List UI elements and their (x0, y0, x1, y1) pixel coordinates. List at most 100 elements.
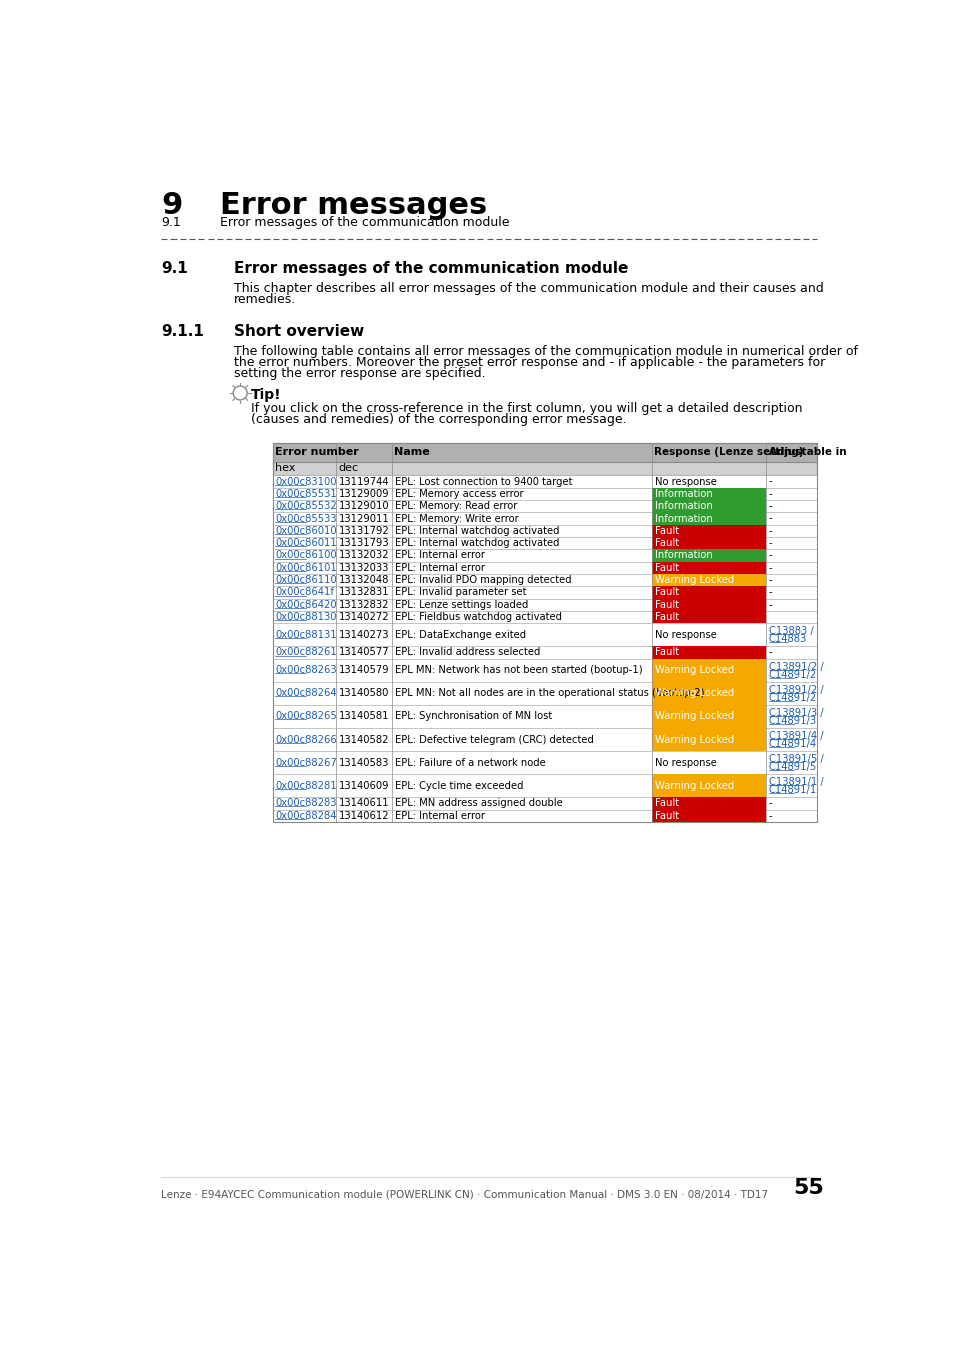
Text: C14891/2: C14891/2 (768, 670, 816, 680)
Text: (causes and remedies) of the corresponding error message.: (causes and remedies) of the correspondi… (251, 413, 626, 427)
Bar (651, 537, 765, 549)
Text: EPL: Lenze settings loaded: EPL: Lenze settings loaded (395, 599, 528, 610)
Text: No response: No response (654, 757, 716, 768)
Text: 13140582: 13140582 (338, 734, 389, 744)
Text: EPL: Failure of a network node: EPL: Failure of a network node (395, 757, 545, 768)
Text: 13132033: 13132033 (338, 563, 389, 572)
Text: 13140581: 13140581 (338, 711, 389, 721)
Bar (273, 462, 816, 475)
Bar (651, 810, 765, 822)
Text: Fault: Fault (654, 811, 679, 821)
Bar (651, 598, 765, 612)
Bar (651, 728, 765, 751)
Text: EPL: Memory: Read error: EPL: Memory: Read error (395, 501, 517, 512)
Text: -: - (768, 811, 772, 821)
Bar (651, 586, 765, 598)
Text: 0x00c8641f: 0x00c8641f (274, 587, 334, 598)
Bar (273, 624, 816, 647)
Bar (273, 525, 816, 537)
Text: -: - (768, 648, 772, 657)
Text: 55: 55 (793, 1179, 823, 1199)
Text: 13129009: 13129009 (338, 489, 389, 500)
Bar (651, 659, 765, 682)
Text: 13129010: 13129010 (338, 501, 389, 512)
Text: Warning Locked: Warning Locked (654, 711, 733, 721)
Text: If you click on the cross-reference in the first column, you will get a detailed: If you click on the cross-reference in t… (251, 402, 801, 416)
Text: 0x00c85532: 0x00c85532 (274, 501, 336, 512)
Text: Fault: Fault (654, 539, 679, 548)
Text: Error messages of the communication module: Error messages of the communication modu… (233, 261, 628, 275)
Bar (651, 487, 765, 500)
Text: EPL: Internal watchdog activated: EPL: Internal watchdog activated (395, 526, 559, 536)
Bar (273, 682, 816, 705)
Text: Name: Name (394, 447, 430, 458)
Text: EPL: Internal error: EPL: Internal error (395, 563, 485, 572)
Text: Error messages: Error messages (220, 192, 487, 220)
Text: C13883 /: C13883 / (768, 626, 813, 636)
Text: 0x00c86011: 0x00c86011 (274, 539, 336, 548)
Text: Warning Locked: Warning Locked (654, 575, 733, 585)
Text: Warning Locked: Warning Locked (654, 734, 733, 744)
Bar (273, 612, 816, 624)
Text: Fault: Fault (654, 563, 679, 572)
Text: Information: Information (654, 551, 712, 560)
Text: EPL: Lost connection to 9400 target: EPL: Lost connection to 9400 target (395, 477, 572, 486)
Bar (651, 612, 765, 624)
Text: EPL: Invalid PDO mapping detected: EPL: Invalid PDO mapping detected (395, 575, 571, 585)
Text: 0x00c88264: 0x00c88264 (274, 688, 336, 698)
Text: -: - (768, 501, 772, 512)
Text: 13140612: 13140612 (338, 811, 389, 821)
Text: 0x00c88281: 0x00c88281 (274, 780, 336, 791)
Text: 0x00c85531: 0x00c85531 (274, 489, 336, 500)
Text: 13140609: 13140609 (338, 780, 389, 791)
Text: EPL: Cycle time exceeded: EPL: Cycle time exceeded (395, 780, 523, 791)
Text: 13140611: 13140611 (338, 798, 389, 809)
Bar (273, 810, 816, 822)
Text: 0x00c88265: 0x00c88265 (274, 711, 336, 721)
Text: setting the error response are specified.: setting the error response are specified… (233, 367, 485, 379)
Bar (273, 562, 816, 574)
Text: -: - (768, 599, 772, 610)
Text: 9: 9 (161, 192, 182, 220)
Text: Fault: Fault (654, 612, 679, 622)
Text: Information: Information (654, 513, 712, 524)
Text: 13132032: 13132032 (338, 551, 389, 560)
Text: 9.1: 9.1 (161, 261, 188, 275)
Text: Information: Information (654, 489, 712, 500)
Text: 0x00c88266: 0x00c88266 (274, 734, 336, 744)
Text: 0x00c88131: 0x00c88131 (274, 630, 336, 640)
Text: EPL: Memory: Write error: EPL: Memory: Write error (395, 513, 518, 524)
Text: 13131793: 13131793 (338, 539, 389, 548)
Text: C14891/3: C14891/3 (768, 716, 816, 726)
Bar (651, 647, 765, 659)
Text: Error number: Error number (274, 447, 358, 458)
Text: 13140580: 13140580 (338, 688, 389, 698)
Text: C14883: C14883 (768, 634, 806, 644)
Bar (273, 728, 816, 751)
Text: remedies.: remedies. (233, 293, 295, 306)
Text: -: - (768, 575, 772, 585)
Text: C13891/2 /: C13891/2 / (768, 684, 822, 695)
Text: -: - (768, 489, 772, 500)
Text: 0x00c88283: 0x00c88283 (274, 798, 336, 809)
Text: EPL: MN address assigned double: EPL: MN address assigned double (395, 798, 562, 809)
Text: Warning Locked: Warning Locked (654, 780, 733, 791)
Text: 13140583: 13140583 (338, 757, 389, 768)
Text: -: - (768, 798, 772, 809)
Text: EPL: DataExchange exited: EPL: DataExchange exited (395, 630, 526, 640)
Text: 0x00c86420: 0x00c86420 (274, 599, 336, 610)
Text: EPL: Invalid address selected: EPL: Invalid address selected (395, 648, 540, 657)
Text: dec: dec (338, 463, 358, 474)
Text: C13891/5 /: C13891/5 / (768, 755, 822, 764)
Text: 0x00c86110: 0x00c86110 (274, 575, 336, 585)
Bar (273, 647, 816, 659)
Bar (273, 513, 816, 525)
Text: 0x00c86010: 0x00c86010 (274, 526, 336, 536)
Text: 0x00c88130: 0x00c88130 (274, 612, 336, 622)
Text: -: - (768, 551, 772, 560)
Bar (651, 574, 765, 586)
Bar (273, 500, 816, 513)
Bar (273, 574, 816, 586)
Text: 13131792: 13131792 (338, 526, 389, 536)
Text: C13891/3 /: C13891/3 / (768, 707, 822, 718)
